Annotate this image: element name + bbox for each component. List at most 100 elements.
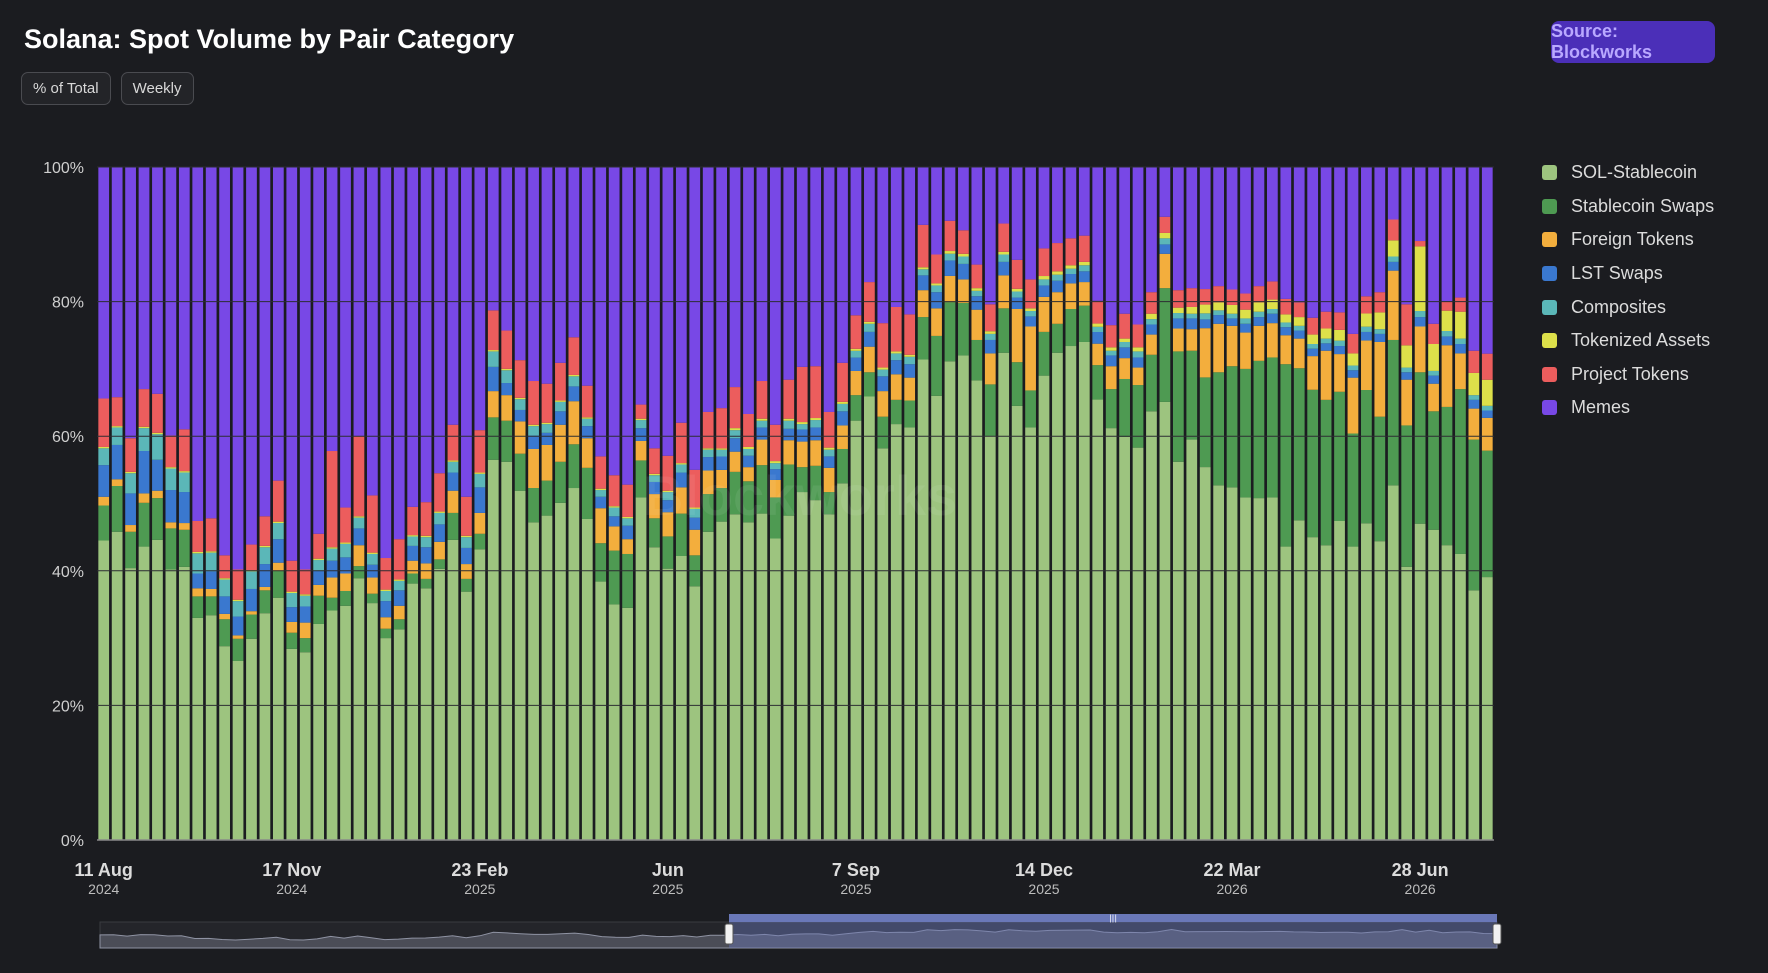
bar-segment-composites[interactable] <box>165 468 177 491</box>
bar-segment-sol_stablecoin[interactable] <box>689 586 701 840</box>
bar-segment-tokenized_assets[interactable] <box>1361 313 1372 327</box>
bar-segment-project_tokens[interactable] <box>1186 288 1198 307</box>
bar-segment-composites[interactable] <box>1105 350 1117 356</box>
bar-segment-tokenized_assets[interactable] <box>1428 344 1439 371</box>
bar-segment-stablecoin_swaps[interactable] <box>1334 391 1345 521</box>
bar-segment-lst_swaps[interactable] <box>461 547 472 565</box>
bar-segment-foreign_tokens[interactable] <box>353 545 365 567</box>
bar-segment-stablecoin_swaps[interactable] <box>528 488 539 523</box>
bar-segment-composites[interactable] <box>917 269 929 276</box>
bar-segment-foreign_tokens[interactable] <box>716 469 727 489</box>
bar-segment-lst_swaps[interactable] <box>743 455 754 468</box>
bar-segment-foreign_tokens[interactable] <box>917 290 929 318</box>
bar-segment-sol_stablecoin[interactable] <box>1401 566 1413 840</box>
bar-segment-project_tokens[interactable] <box>1468 350 1480 373</box>
bar-segment-memes[interactable] <box>1414 167 1426 242</box>
bar-segment-foreign_tokens[interactable] <box>246 611 257 615</box>
bar-segment-memes[interactable] <box>595 167 607 457</box>
bar-segment-tokenized_assets[interactable] <box>555 400 566 402</box>
bar-segment-tokenized_assets[interactable] <box>850 348 862 351</box>
bar-segment-sol_stablecoin[interactable] <box>514 490 526 840</box>
bar-segment-foreign_tokens[interactable] <box>205 588 217 597</box>
bar-segment-composites[interactable] <box>152 434 163 460</box>
bar-segment-stablecoin_swaps[interactable] <box>1105 389 1117 429</box>
bar-segment-project_tokens[interactable] <box>1334 312 1345 330</box>
bar-segment-stablecoin_swaps[interactable] <box>98 505 110 541</box>
bar-segment-sol_stablecoin[interactable] <box>769 538 781 841</box>
bar-segment-foreign_tokens[interactable] <box>487 391 499 418</box>
bar-segment-lst_swaps[interactable] <box>353 528 365 546</box>
bar-segment-sol_stablecoin[interactable] <box>1361 523 1372 840</box>
bar-segment-composites[interactable] <box>1401 367 1413 373</box>
bar-segment-foreign_tokens[interactable] <box>1320 350 1332 400</box>
bar-segment-memes[interactable] <box>1092 167 1104 301</box>
bar-segment-stablecoin_swaps[interactable] <box>367 593 378 604</box>
bar-segment-memes[interactable] <box>958 167 969 231</box>
bar-segment-project_tokens[interactable] <box>286 560 298 592</box>
bar-segment-composites[interactable] <box>1199 313 1211 320</box>
bar-segment-sol_stablecoin[interactable] <box>675 555 687 840</box>
bar-segment-project_tokens[interactable] <box>769 424 781 462</box>
navigator-handle[interactable] <box>724 923 734 945</box>
bar-segment-composites[interactable] <box>326 548 338 561</box>
bar-segment-memes[interactable] <box>1146 167 1157 293</box>
bar-segment-project_tokens[interactable] <box>219 555 230 579</box>
bar-segment-stablecoin_swaps[interactable] <box>1119 378 1130 437</box>
bar-segment-lst_swaps[interactable] <box>326 560 338 578</box>
bar-segment-memes[interactable] <box>675 167 687 423</box>
bar-segment-tokenized_assets[interactable] <box>1253 302 1265 312</box>
scrollbar-grip-icon[interactable]: ||| <box>1109 914 1117 923</box>
bar-segment-composites[interactable] <box>1441 331 1453 337</box>
bar-segment-memes[interactable] <box>877 167 889 324</box>
bar-segment-stablecoin_swaps[interactable] <box>622 553 633 608</box>
bar-segment-project_tokens[interactable] <box>716 408 727 449</box>
bar-segment-composites[interactable] <box>1266 309 1278 314</box>
bar-segment-lst_swaps[interactable] <box>904 364 916 378</box>
bar-segment-sol_stablecoin[interactable] <box>1078 341 1090 840</box>
bar-segment-sol_stablecoin[interactable] <box>1347 546 1359 840</box>
bar-segment-lst_swaps[interactable] <box>1374 333 1386 342</box>
bar-segment-stablecoin_swaps[interactable] <box>877 416 889 449</box>
bar-segment-sol_stablecoin[interactable] <box>152 539 163 840</box>
bar-segment-sol_stablecoin[interactable] <box>743 522 754 840</box>
bar-segment-sol_stablecoin[interactable] <box>796 492 808 840</box>
bar-segment-memes[interactable] <box>246 167 257 545</box>
bar-segment-project_tokens[interactable] <box>1078 235 1090 262</box>
bar-segment-project_tokens[interactable] <box>1226 289 1238 305</box>
bar-segment-memes[interactable] <box>1226 167 1238 290</box>
bar-segment-composites[interactable] <box>555 401 566 412</box>
bar-segment-tokenized_assets[interactable] <box>111 426 123 428</box>
bar-segment-memes[interactable] <box>192 167 204 521</box>
bar-segment-stablecoin_swaps[interactable] <box>864 372 875 397</box>
bar-segment-memes[interactable] <box>1011 167 1023 260</box>
bar-segment-sol_stablecoin[interactable] <box>1011 405 1023 840</box>
bar-segment-stablecoin_swaps[interactable] <box>823 492 835 515</box>
bar-segment-sol_stablecoin[interactable] <box>864 396 875 840</box>
bar-segment-memes[interactable] <box>1374 167 1386 293</box>
bar-segment-project_tokens[interactable] <box>205 518 217 552</box>
bar-segment-foreign_tokens[interactable] <box>931 308 942 336</box>
bar-segment-composites[interactable] <box>340 543 351 558</box>
bar-segment-lst_swaps[interactable] <box>958 263 969 280</box>
bar-segment-tokenized_assets[interactable] <box>998 251 1010 255</box>
bar-segment-lst_swaps[interactable] <box>178 492 190 524</box>
bar-segment-composites[interactable] <box>246 571 257 589</box>
bar-segment-memes[interactable] <box>205 167 217 519</box>
bar-segment-stablecoin_swaps[interactable] <box>555 461 566 503</box>
bar-segment-stablecoin_swaps[interactable] <box>192 596 204 618</box>
bar-segment-project_tokens[interactable] <box>340 507 351 543</box>
bar-segment-project_tokens[interactable] <box>743 413 754 447</box>
bar-segment-foreign_tokens[interactable] <box>1468 408 1480 440</box>
bar-segment-sol_stablecoin[interactable] <box>877 448 889 840</box>
bar-segment-stablecoin_swaps[interactable] <box>178 529 190 567</box>
bar-segment-memes[interactable] <box>716 167 727 409</box>
bar-segment-memes[interactable] <box>662 167 674 456</box>
bar-segment-foreign_tokens[interactable] <box>299 622 311 639</box>
bar-segment-lst_swaps[interactable] <box>1011 297 1023 309</box>
bar-segment-sol_stablecoin[interactable] <box>1266 497 1278 840</box>
bar-segment-tokenized_assets[interactable] <box>595 488 607 491</box>
bar-segment-tokenized_assets[interactable] <box>971 288 983 291</box>
bar-segment-composites[interactable] <box>1455 338 1466 344</box>
bar-segment-project_tokens[interactable] <box>407 506 419 536</box>
bar-segment-lst_swaps[interactable] <box>783 428 795 441</box>
